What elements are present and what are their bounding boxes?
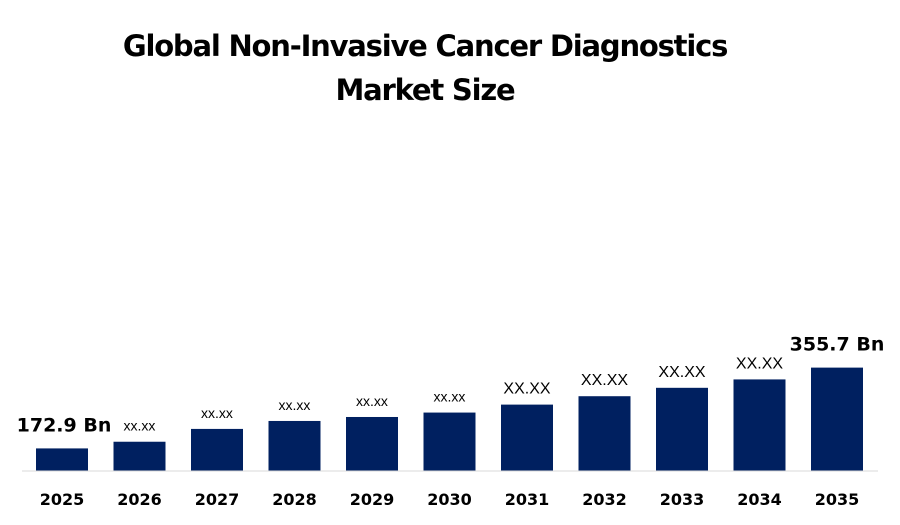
x-tick-label-2033: 2033 [660, 490, 705, 509]
chart-title-line-1: Global Non-Invasive Cancer Diagnostics [122, 29, 728, 63]
bar-2033 [656, 387, 708, 471]
x-tick-label-group: 2025 2026 2027 2028 2029 2030 2031 2032 2033 2034… [40, 490, 860, 509]
data-label-2029: xx.xx [356, 393, 388, 409]
bar-2035 [811, 367, 863, 471]
x-tick-label-2030: 2030 [427, 490, 472, 509]
x-tick-label-2034: 2034 [737, 490, 782, 509]
data-label-2027: xx.xx [201, 405, 233, 421]
bar-2031 [501, 404, 553, 471]
x-tick-label-2028: 2028 [272, 490, 317, 509]
x-tick-label-2032: 2032 [582, 490, 627, 509]
bar-2027 [191, 428, 243, 471]
chart-title: Global Non-Invasive Cancer Diagnostics M… [0, 24, 850, 112]
data-label-2032: XX.XX [581, 372, 628, 389]
data-label-2034: XX.XX [736, 355, 783, 372]
bar-2029 [346, 416, 398, 471]
data-label-2030: xx.xx [434, 389, 466, 405]
data-label-2028: xx.xx [279, 397, 311, 413]
x-tick-label-2031: 2031 [505, 490, 550, 509]
bar-group [36, 367, 863, 471]
data-label-2031: XX.XX [503, 381, 550, 398]
x-tick-label-2035: 2035 [815, 490, 860, 509]
data-label-2026: xx.xx [124, 418, 156, 434]
x-tick-label-2029: 2029 [350, 490, 395, 509]
bar-2032 [578, 396, 631, 471]
data-label-2035: 355.7 Bn [790, 334, 885, 356]
bar-2030 [423, 412, 476, 471]
x-tick-label-2027: 2027 [195, 490, 240, 509]
bar-2025 [36, 448, 88, 471]
x-tick-label-2026: 2026 [117, 490, 162, 509]
bar-2034 [733, 379, 786, 471]
bar-2026 [113, 441, 166, 471]
data-label-2025: 172.9 Bn [17, 414, 112, 436]
data-label-group: 172.9 Bn xx.xx xx.xx xx.xx xx.xx xx.xx XX.XX XX… [17, 334, 885, 437]
chart-title-line-2: Market Size [335, 73, 515, 107]
data-label-2033: XX.XX [658, 364, 705, 381]
x-tick-label-2025: 2025 [40, 490, 85, 509]
bar-2028 [268, 420, 321, 471]
